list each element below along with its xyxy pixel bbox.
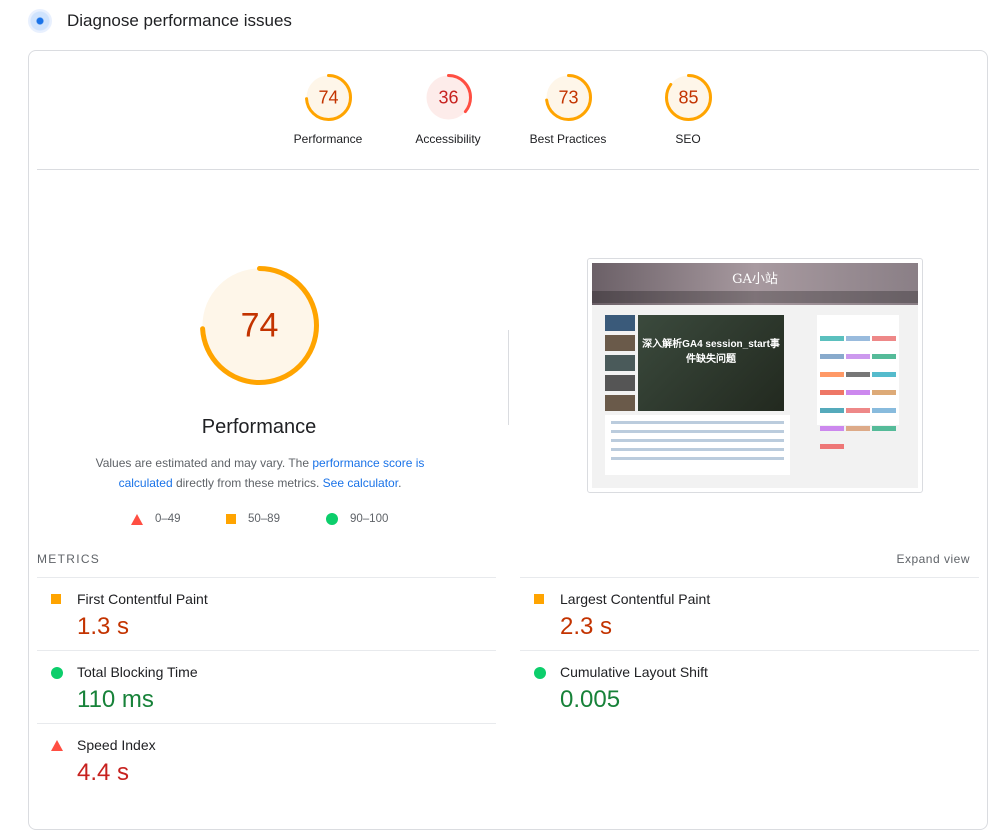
metric-name: Total Blocking Time xyxy=(77,664,198,680)
triangle-icon xyxy=(131,513,143,525)
gauge-score: 74 xyxy=(240,307,278,345)
metric-value: 1.3 s xyxy=(77,613,130,640)
gauge-background xyxy=(306,75,350,120)
divider xyxy=(37,169,979,170)
score-gauge-ring: 36 xyxy=(424,74,472,121)
metric-speed-index: Speed Index 4.4 s xyxy=(37,723,496,796)
square-icon xyxy=(226,514,236,524)
category-gauge-seo[interactable]: 85 SEO xyxy=(628,73,748,146)
score-gauge-ring: 73 xyxy=(544,74,592,121)
score-gauge-ring: 74 xyxy=(199,266,319,385)
gauge-background xyxy=(426,75,470,120)
gauge-arc xyxy=(304,74,352,121)
pagespeed-gauge-icon xyxy=(28,9,52,33)
category-gauge-accessibility[interactable]: 36 Accessibility xyxy=(388,73,508,146)
gauge-score: 74 xyxy=(318,88,338,108)
score-gauge-ring: 85 xyxy=(664,74,712,121)
gauge-arc xyxy=(424,74,472,121)
desc-text: directly from these metrics. xyxy=(172,475,323,490)
screenshot-site-title: GA小站 xyxy=(592,263,918,305)
final-screenshot[interactable]: GA小站 深入解析GA4 session_start事件缺失问题 xyxy=(587,258,923,493)
desc-text: Values are estimated and may vary. The xyxy=(95,456,313,470)
metric-value: 2.3 s xyxy=(560,613,613,640)
category-gauge-performance[interactable]: 74 Performance xyxy=(268,73,388,146)
metrics-heading: METRICS xyxy=(37,552,101,566)
metric-name: Cumulative Layout Shift xyxy=(560,664,708,680)
legend-label: 0–49 xyxy=(155,513,181,525)
category-label: SEO xyxy=(675,132,701,146)
metric-cumulative-layout-shift: Cumulative Layout Shift 0.005 xyxy=(520,650,979,723)
desc-text: . xyxy=(398,475,402,490)
category-label: Best Practices xyxy=(529,132,607,146)
performance-score-link[interactable]: performance score is calculated xyxy=(118,456,425,490)
score-gauge-ring: 74 xyxy=(304,74,352,121)
circle-icon xyxy=(534,667,546,679)
see-calculator-link[interactable]: See calculator xyxy=(322,475,399,490)
gauge-arc xyxy=(664,74,712,121)
metric-name: Largest Contentful Paint xyxy=(560,591,711,607)
gauge-background xyxy=(546,75,590,120)
legend-average: 50–89 xyxy=(226,513,280,525)
screenshot-tags xyxy=(817,315,899,449)
legend-label: 90–100 xyxy=(350,513,389,525)
main-gauge-label: Performance xyxy=(201,416,317,438)
metric-value: 110 ms xyxy=(77,686,154,713)
metric-value: 0.005 xyxy=(560,686,621,713)
metric-first-contentful-paint: First Contentful Paint 1.3 s xyxy=(37,577,496,650)
screenshot-headline: 深入解析GA4 session_start事件缺失问题 xyxy=(638,315,784,411)
section-title: Diagnose performance issues xyxy=(67,11,292,30)
gauge-score: 85 xyxy=(678,88,698,108)
legend-fail: 0–49 xyxy=(131,513,181,525)
gauge-arc xyxy=(199,266,319,385)
triangle-icon xyxy=(51,740,63,751)
screenshot-nav xyxy=(592,291,918,303)
category-label: Accessibility xyxy=(415,132,481,146)
gauge-arc xyxy=(544,74,592,121)
screenshot-list xyxy=(605,415,790,475)
metric-name: Speed Index xyxy=(77,737,156,753)
metric-total-blocking-time: Total Blocking Time 110 ms xyxy=(37,650,496,723)
score-description: Values are estimated and may vary. The p… xyxy=(80,454,440,493)
expand-view-button[interactable]: Expand view xyxy=(896,552,970,566)
gauge-score: 73 xyxy=(558,88,578,108)
category-gauge-best-practices[interactable]: 73 Best Practices xyxy=(508,73,628,146)
legend-pass: 90–100 xyxy=(326,513,388,525)
gauge-score: 36 xyxy=(438,88,458,108)
performance-main-gauge: 74 xyxy=(159,265,359,391)
circle-icon xyxy=(326,513,338,525)
circle-icon xyxy=(51,667,63,679)
gauge-background xyxy=(202,268,316,383)
square-icon xyxy=(534,594,544,604)
square-icon xyxy=(51,594,61,604)
metric-value: 4.4 s xyxy=(77,759,130,786)
vertical-divider xyxy=(508,330,509,425)
gauge-background xyxy=(666,75,710,120)
metric-largest-contentful-paint: Largest Contentful Paint 2.3 s xyxy=(520,577,979,650)
category-label: Performance xyxy=(293,132,363,146)
metric-name: First Contentful Paint xyxy=(77,591,208,607)
legend-label: 50–89 xyxy=(248,513,280,525)
